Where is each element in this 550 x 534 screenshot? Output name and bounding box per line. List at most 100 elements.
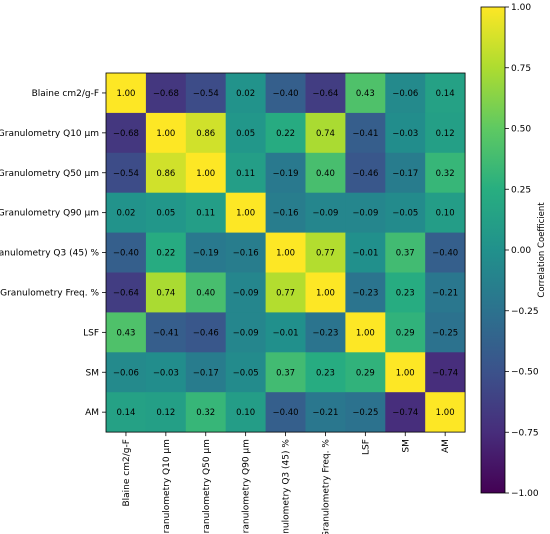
cell-value-label: −0.46 <box>352 169 378 179</box>
x-tick-label: Granulometry Q10 µm <box>162 439 172 534</box>
heatmap-cell <box>425 152 466 194</box>
heatmap-cell <box>145 312 187 353</box>
heatmap-cell <box>425 352 466 393</box>
cell-value-label: −0.09 <box>233 288 259 298</box>
cell-value-label: −0.54 <box>193 89 219 99</box>
heatmap-cell <box>425 272 466 313</box>
heatmap-cell <box>145 232 187 273</box>
cell-value-label: 0.23 <box>396 288 415 298</box>
cell-value-label: −0.01 <box>352 249 378 259</box>
cell-value-label: −0.54 <box>113 169 139 179</box>
cell-value-label: 0.86 <box>196 129 215 139</box>
colorbar: 1.00 0.75 0.50 0.25 0.00 −0.25 −0.50 −0.75 −1.00… <box>480 3 547 499</box>
cell-value-label: −0.41 <box>352 129 378 139</box>
cell-value-label: 0.43 <box>356 89 375 99</box>
cell-value-label: −0.09 <box>312 209 338 219</box>
cell-value-label: −0.46 <box>193 328 219 338</box>
cell-value-label: 0.05 <box>156 209 175 219</box>
cell-value-label: 1.00 <box>396 368 415 378</box>
cell-value-label: 0.32 <box>196 408 215 418</box>
heatmap-cell <box>305 232 346 273</box>
cell-value-label: 1.00 <box>276 249 295 259</box>
cell-value-label: −0.06 <box>113 368 139 378</box>
colorbar-tick-label: 0.75 <box>511 64 531 74</box>
x-tick-label: Blaine cm2/g-F <box>122 439 132 506</box>
y-tick-label: Granulometry Q90 µm <box>0 209 99 219</box>
heatmap-cell <box>185 73 227 114</box>
heatmap-cell <box>385 352 426 393</box>
heatmap-cells: 1.00 −0.68 −0.54 0.02 −0.40 −0.64 0.43 −0.06 0.1… <box>106 73 466 433</box>
colorbar-tick-label: 0.50 <box>511 125 531 135</box>
cell-value-label: 0.14 <box>436 89 455 99</box>
cell-value-label: 0.11 <box>196 209 215 219</box>
cell-value-label: −0.64 <box>113 288 139 298</box>
colorbar-tick-label: 0.00 <box>511 246 531 256</box>
heatmap-cell <box>305 192 346 233</box>
cell-value-label: 1.00 <box>156 129 175 139</box>
cell-value-label: −0.09 <box>352 209 378 219</box>
cell-value-label: −0.64 <box>312 89 338 99</box>
cell-value-label: −0.23 <box>312 328 338 338</box>
heatmap-cell <box>185 152 227 194</box>
y-tick-label: LSF <box>83 328 99 338</box>
heatmap-cell <box>385 73 426 114</box>
heatmap-cell <box>145 112 187 154</box>
cell-value-label: 0.22 <box>276 129 295 139</box>
heatmap-cell <box>265 352 306 393</box>
cell-value-label: −0.21 <box>312 408 338 418</box>
heatmap-cell <box>305 152 346 194</box>
x-tick-label: Granulometry Freq. % <box>321 439 331 534</box>
y-tick-label: Granulometry Q50 µm <box>0 169 99 179</box>
heatmap-cell <box>185 392 227 433</box>
cell-value-label: 0.02 <box>236 89 255 99</box>
cell-value-label: −0.17 <box>193 368 219 378</box>
heatmap-cell <box>425 112 466 154</box>
heatmap-cell <box>185 272 227 313</box>
cell-value-label: 0.10 <box>436 209 455 219</box>
cell-value-label: 0.14 <box>116 408 135 418</box>
y-tick-label: Granulometry Freq. % <box>0 288 99 298</box>
cell-value-label: 0.86 <box>156 169 175 179</box>
heatmap-cell <box>265 392 306 433</box>
heatmap-cell <box>185 192 227 233</box>
cell-value-label: −0.03 <box>392 129 418 139</box>
heatmap-cell <box>305 73 346 114</box>
cell-value-label: 0.77 <box>316 249 335 259</box>
cell-value-label: 1.00 <box>316 288 335 298</box>
cell-value-label: 0.74 <box>316 129 335 139</box>
heatmap-cell <box>265 232 306 273</box>
cell-value-label: −0.41 <box>153 328 179 338</box>
heatmap-cell <box>225 192 266 233</box>
cell-value-label: −0.19 <box>273 169 299 179</box>
cell-value-label: 0.29 <box>356 368 375 378</box>
cell-value-label: 0.05 <box>236 129 255 139</box>
heatmap-cell <box>385 312 426 353</box>
heatmap-cell <box>305 272 346 313</box>
heatmap-cell <box>425 392 466 433</box>
heatmap-cell <box>265 272 306 313</box>
heatmap-cell <box>345 112 386 154</box>
heatmap-cell <box>106 192 147 233</box>
heatmap-cell <box>345 152 386 194</box>
cell-value-label: 0.74 <box>156 288 175 298</box>
heatmap-cell <box>225 352 266 393</box>
y-tick-label: Granulometry Q10 µm <box>0 129 99 139</box>
heatmap-cell <box>305 352 346 393</box>
cell-value-label: 0.12 <box>156 408 175 418</box>
x-tick-label: AM <box>441 439 451 453</box>
colorbar-tick-label: −0.75 <box>511 428 539 438</box>
cell-value-label: −0.23 <box>352 288 378 298</box>
heatmap-cell <box>225 232 266 273</box>
heatmap-cell <box>145 152 187 194</box>
heatmap-cell <box>225 272 266 313</box>
cell-value-label: 1.00 <box>436 408 455 418</box>
colorbar-tick-label: 1.00 <box>511 3 531 13</box>
cell-value-label: 0.43 <box>116 328 135 338</box>
cell-value-label: 0.29 <box>396 328 415 338</box>
heatmap-cell <box>345 73 386 114</box>
cell-value-label: −0.40 <box>273 408 299 418</box>
heatmap-cell <box>185 352 227 393</box>
cell-value-label: −0.05 <box>233 368 259 378</box>
cell-value-label: 0.77 <box>276 288 295 298</box>
